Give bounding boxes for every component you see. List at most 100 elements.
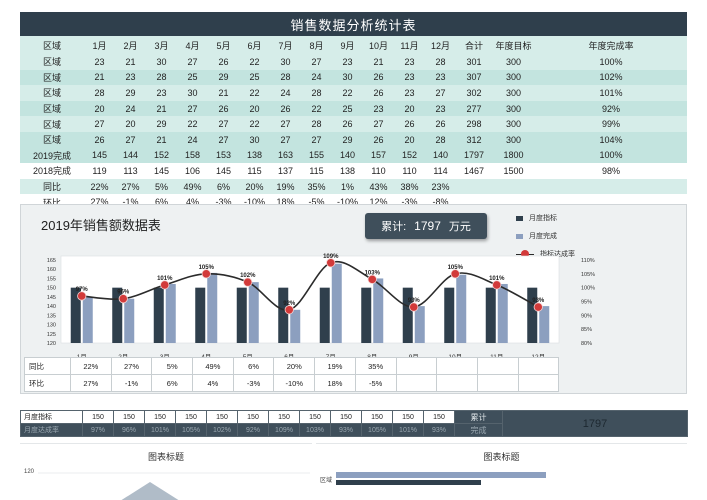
- table-cell: 22: [301, 100, 332, 117]
- bottom-cell: 105%: [175, 423, 207, 437]
- mini-chart-right-plot: [336, 472, 546, 485]
- table-cell: 27: [301, 131, 332, 148]
- bottom-cell: 150: [299, 410, 331, 424]
- table-cell: 1467: [456, 163, 492, 179]
- table-cell: 20%: [239, 178, 270, 195]
- rate-point-label: 103%: [365, 270, 381, 276]
- bottom-cell: 92%: [237, 423, 269, 437]
- legend-swatch-rate: [516, 250, 534, 258]
- table-cell: 300: [492, 54, 535, 70]
- rate-point-label: 96%: [117, 290, 130, 296]
- table-cell: 7月: [270, 36, 301, 54]
- table-cell: 104%: [535, 131, 688, 148]
- region-row: 区域 21 23 28 25 29 25 28 24 30 26 23 23 307 300 102%: [20, 69, 688, 86]
- legend-label-rate: 指标达成率: [540, 251, 575, 258]
- region-row: 区域 27 20 29 22 27 22 27 28 26 27 26 26 298 300 99%: [20, 116, 688, 132]
- chart-table-cell: 49%: [192, 357, 234, 375]
- table-cell: 21: [208, 85, 239, 101]
- bottom-cell: 97%: [82, 423, 114, 437]
- table-cell: 27: [301, 54, 332, 70]
- table-cell: 23: [394, 85, 425, 101]
- chart-table-cell: -1%: [110, 374, 153, 392]
- rate-point-label: 93%: [408, 298, 421, 304]
- bar-actual: [290, 309, 301, 343]
- table-cell: 23: [394, 54, 425, 70]
- table-cell: 24: [270, 85, 301, 101]
- chart-table-cell: [517, 374, 560, 392]
- mini-chart-left-title: 图表标题: [147, 452, 184, 462]
- rate-point: [243, 277, 253, 287]
- table-cell: 119: [84, 163, 115, 179]
- chart-legend: 月度指标 月度完成 指标达成率: [516, 209, 676, 263]
- chart-table-cell: 6%: [232, 357, 275, 375]
- table-cell: 24: [115, 100, 146, 117]
- table-cell: 28: [425, 54, 456, 70]
- table-cell: 35%: [301, 178, 332, 195]
- chart-title: 2019年销售额数据表: [41, 218, 161, 233]
- bottom-cell: 101%: [392, 423, 424, 437]
- table-cell: 300: [492, 69, 535, 86]
- table-cell: 158: [177, 147, 208, 164]
- mini-chart-left: 图表标题 120: [20, 443, 312, 500]
- chart-table-cell: -5%: [354, 374, 397, 392]
- rate-point-label: 105%: [448, 265, 464, 271]
- legend-item-rate: 指标达成率: [516, 245, 676, 263]
- bottom-total-value: 1797: [502, 410, 688, 437]
- rate-point: [118, 294, 128, 304]
- table-cell: 4月: [177, 36, 208, 54]
- table-cell: 2月: [115, 36, 146, 54]
- rate-point: [284, 305, 294, 315]
- sales-statistics-table: 销售数据分析统计表 区域 1月 2月 3月 4月 5月 6月 7月 8月 9月 10月 11月 12月 合计…: [20, 12, 688, 210]
- chart-table-cell: 22%: [70, 357, 112, 375]
- table-cell: 155: [301, 147, 332, 164]
- chart-table-cell: 4%: [192, 374, 234, 392]
- bottom-cell: 103%: [299, 423, 331, 437]
- table-cell: 25: [177, 69, 208, 86]
- bottom-cell: 150: [82, 410, 114, 424]
- chart-table-cell: [476, 357, 519, 375]
- table-cell: 110: [363, 163, 394, 179]
- bottom-cell: 109%: [268, 423, 300, 437]
- table-cell: 110: [394, 163, 425, 179]
- table-cell: 138: [239, 147, 270, 164]
- table-cell: 1月: [84, 36, 115, 54]
- bottom-cell: 150: [330, 410, 362, 424]
- legend-item-actual: 月度完成: [516, 227, 676, 245]
- rate-point-label: 101%: [489, 276, 505, 282]
- row-label-cell: 2019完成: [20, 147, 84, 164]
- bar-target: [527, 287, 538, 343]
- table-cell: 27: [270, 116, 301, 132]
- y-left-tick-label: 125: [47, 332, 56, 338]
- bottom-cell: 150: [268, 410, 300, 424]
- bottom-target-row: 月度指标 150 150 150 150 150 150 150 150 150 150 150 150…: [20, 410, 688, 437]
- table-cell: 140: [425, 147, 456, 164]
- table-cell: 21: [146, 100, 177, 117]
- table-cell: 20: [394, 100, 425, 117]
- table-cell: 1%: [332, 178, 363, 195]
- chart-table-row: 同比 22% 27% 5% 49% 6% 20% 19% 35%: [24, 357, 560, 375]
- total-label: 累计:: [381, 221, 407, 233]
- table-cell: 23: [115, 69, 146, 86]
- bar-actual: [165, 283, 176, 343]
- region-row: 区域 20 24 21 27 26 20 26 22 25 23 20 23 277 300 92%: [20, 100, 688, 117]
- table-cell: 28: [301, 116, 332, 132]
- table-cell: 27: [115, 131, 146, 148]
- table-cell: 1797: [456, 147, 492, 164]
- table-cell: 6%: [208, 178, 239, 195]
- mini-chart-right-category: 区域: [320, 478, 333, 484]
- table-cell: 26: [332, 116, 363, 132]
- bar-target: [153, 287, 164, 343]
- table-cell: 113: [115, 163, 146, 179]
- table-cell: 26: [208, 54, 239, 70]
- chart-table-cell: 20%: [273, 357, 316, 375]
- row-label-cell: 2018完成: [20, 163, 84, 179]
- table-cell: 20: [84, 100, 115, 117]
- table-cell: 27: [177, 100, 208, 117]
- chart-table-row: 环比 27% -1% 6% 4% -3% -10% 18% -5%: [24, 374, 560, 392]
- row-label-cell: 区域: [20, 36, 84, 54]
- table-cell: 19%: [270, 178, 301, 195]
- table-cell: 312: [456, 131, 492, 148]
- legend-label-target: 月度指标: [529, 215, 557, 222]
- bar-target: [195, 287, 206, 343]
- mini-chart-right: 图表标题 区域: [316, 443, 687, 500]
